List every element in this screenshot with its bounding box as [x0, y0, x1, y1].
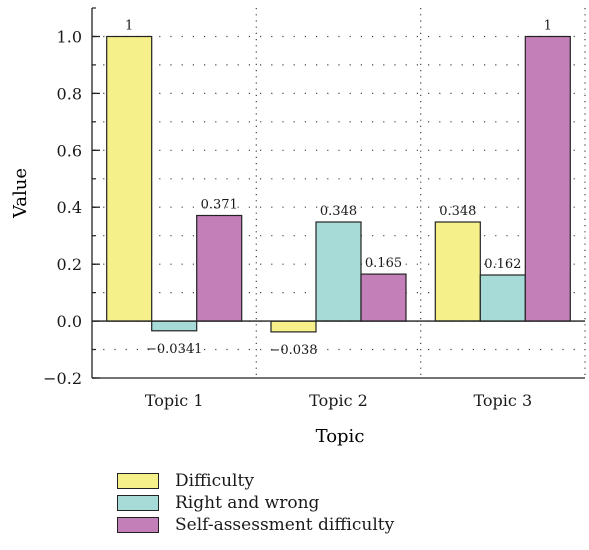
value-label: −0.038	[269, 343, 317, 358]
legend-swatch-right-and-wrong	[117, 495, 159, 511]
y-tick-label: 0.0	[57, 312, 82, 331]
bar-difficulty-topic-2	[270, 320, 317, 333]
value-labels: 1 −0.0341 0.371 −0.038 0.348 0.165 0.348 0.162 1	[125, 19, 552, 358]
value-label: 1	[544, 19, 552, 34]
x-tick-label: Topic 3	[473, 391, 532, 410]
legend-label-difficulty: Difficulty	[175, 471, 254, 491]
value-label: 0.162	[484, 257, 521, 272]
legend-swatch-self-assessment-difficulty	[117, 517, 159, 533]
legend-item-difficulty: Difficulty	[117, 470, 394, 492]
value-label: 0.348	[439, 204, 476, 219]
bar-self-assessment-difficulty-topic-3	[524, 35, 571, 322]
legend-swatch-difficulty	[117, 473, 159, 489]
legend-label-self-assessment-difficulty: Self-assessment difficulty	[175, 515, 395, 535]
bar-difficulty-topic-1	[106, 35, 153, 322]
y-tick-label: 0.6	[57, 141, 82, 160]
y-tick-label: −0.2	[43, 369, 82, 388]
legend-item-self-assessment-difficulty: Self-assessment difficulty	[117, 514, 394, 536]
axes: −0.2 0.0 0.2 0.4 0.6 0.8 1.0 Topic 1 Topic 2 Topi…	[43, 7, 585, 410]
bar-right-and-wrong-topic-3	[479, 274, 526, 322]
bar-right-and-wrong-topic-1	[151, 320, 198, 332]
bars	[106, 35, 571, 333]
x-axis-label: Topic	[316, 426, 365, 447]
y-axis-label: Value	[10, 168, 31, 219]
bar-self-assessment-difficulty-topic-2	[360, 273, 407, 322]
value-label: 0.371	[201, 198, 238, 213]
y-tick-label: 0.8	[57, 84, 82, 103]
x-tick-label: Topic 1	[145, 391, 204, 410]
value-label: 0.165	[365, 256, 402, 271]
legend-item-right-and-wrong: Right and wrong	[117, 492, 394, 514]
bar-self-assessment-difficulty-topic-1	[196, 214, 243, 322]
value-label: −0.0341	[146, 342, 202, 357]
value-label: 0.348	[320, 204, 357, 219]
bar-difficulty-topic-3	[434, 221, 481, 322]
y-tick-label: 0.4	[57, 198, 82, 217]
y-tick-label: 0.2	[57, 255, 82, 274]
x-tick-label: Topic 2	[309, 391, 368, 410]
value-label: 1	[125, 19, 133, 34]
legend-label-right-and-wrong: Right and wrong	[175, 493, 320, 513]
bar-right-and-wrong-topic-2	[315, 221, 362, 322]
legend: Difficulty Right and wrong Self-assessme…	[117, 470, 394, 536]
bar-chart: 1−0.03410.371−0.0380.3480.1650.3480.1621…	[10, 7, 586, 447]
y-tick-label: 1.0	[57, 28, 82, 47]
